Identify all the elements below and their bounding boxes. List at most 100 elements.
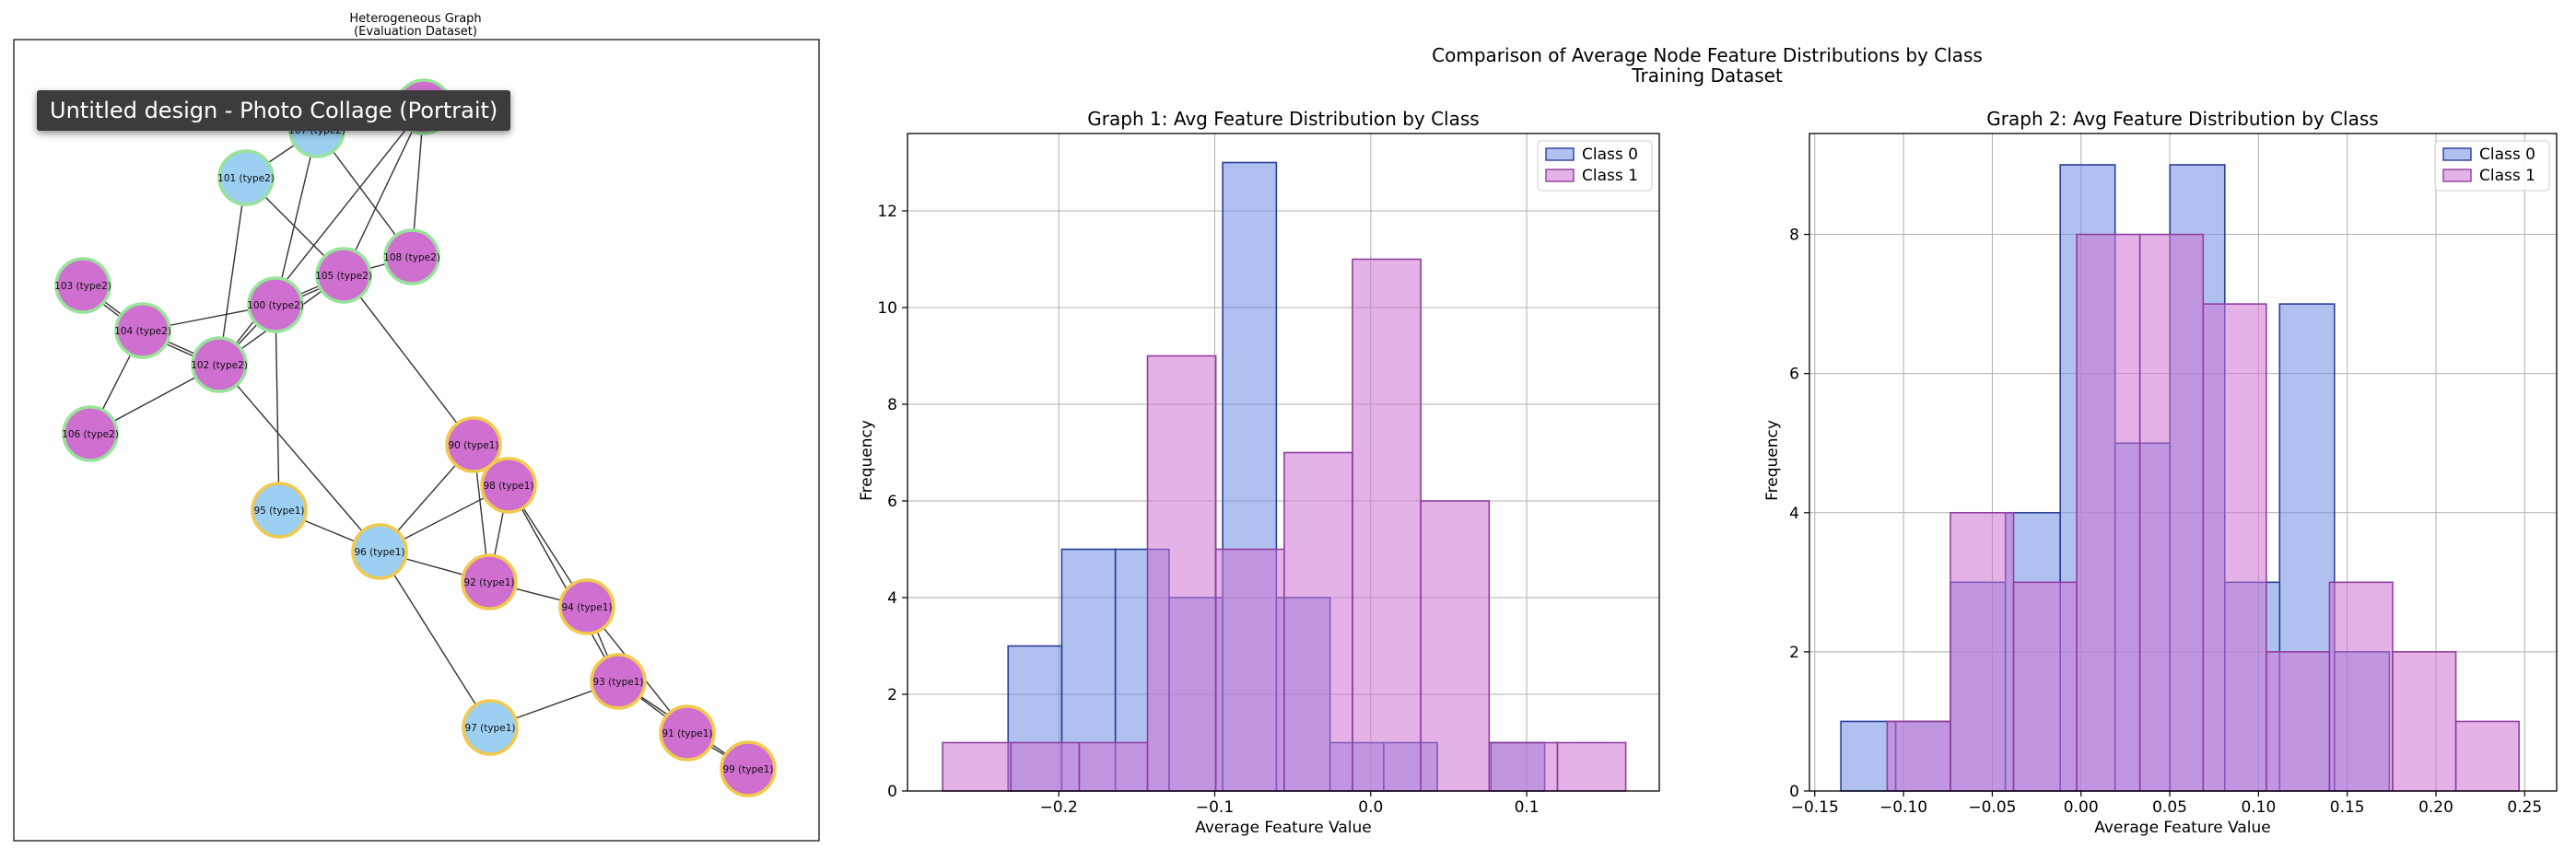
network-node-99-type1: 99 (type1) [720, 740, 777, 797]
network-nodes: 107 (type2)101 (type2)108 (type2)105 (ty… [54, 78, 777, 797]
bar-class-1-6 [2266, 651, 2331, 792]
y-tick-label: 4 [1789, 505, 1799, 523]
histogram-2-title: Graph 2: Avg Feature Distribution by Cla… [1986, 108, 2378, 130]
network-node-circle [247, 276, 304, 333]
network-node-101-type2: 101 (type2) [217, 149, 275, 206]
window-title-tooltip: Untitled design - Photo Collage (Portrai… [37, 90, 511, 131]
network-edge-107-type2-100-type2 [275, 129, 318, 306]
network-title-line-2: (Evaluation Dataset) [354, 25, 477, 39]
bar-class-1-3 [2076, 233, 2141, 792]
network-node-label: 93 (type1) [592, 677, 643, 688]
network-node-circle [191, 336, 248, 393]
network-node-label: 92 (type1) [463, 577, 514, 588]
x-tick-label: 0.00 [2064, 798, 2099, 817]
x-tick-label: −0.1 [1196, 798, 1234, 817]
network-edge-100-type2-95-type1 [275, 304, 280, 511]
histogram-1-ylabel: Frequency [858, 420, 876, 501]
network-edge-101-type2-102-type2 [218, 177, 247, 366]
network-edge-105-type2-90-type1 [343, 274, 474, 446]
x-tick-label: −0.2 [1040, 798, 1078, 817]
bar-class-1-8 [1488, 741, 1559, 792]
network-node-label: 99 (type1) [722, 764, 773, 775]
bar-class-1-3 [1146, 355, 1217, 792]
network-node-circle [217, 149, 275, 206]
network-node-label: 96 (type1) [354, 547, 404, 558]
bar-class-1-1 [1950, 511, 2015, 792]
bar-class-1-8 [2392, 651, 2457, 792]
network-node-100-type2: 100 (type2) [247, 276, 304, 333]
network-node-label: 101 (type2) [217, 173, 275, 184]
network-node-label: 95 (type1) [253, 506, 304, 517]
network-node-104-type2: 104 (type2) [114, 302, 171, 359]
axes-frame [1809, 133, 2558, 792]
bar-class-1-2 [2012, 581, 2078, 792]
bar-class-1-6 [1352, 258, 1422, 792]
histogram-1-title: Graph 1: Avg Feature Distribution by Cla… [1087, 108, 1479, 130]
legend-label-class-1: Class 1 [1582, 167, 1638, 185]
bar-class-1-4 [2138, 233, 2205, 792]
y-tick-label: 2 [1789, 644, 1799, 662]
y-tick-label: 8 [887, 396, 897, 414]
network-node-circle [462, 699, 519, 756]
network-title-line-1: Heterogeneous Graph [349, 12, 481, 26]
network-node-circle [659, 704, 716, 762]
bar-class-1-0 [942, 741, 1013, 792]
y-tick-label: 2 [887, 686, 897, 704]
y-tick-label: 4 [887, 589, 897, 608]
x-tick-label: 0.20 [2418, 798, 2453, 817]
network-node-94-type1: 94 (type1) [558, 578, 615, 635]
network-node-90-type1: 90 (type1) [445, 416, 502, 473]
histogram-graph-2: Graph 2: Avg Feature Distribution by Cla… [1763, 108, 2558, 837]
histogram-graph-1: Graph 1: Avg Feature Distribution by Cla… [858, 108, 1660, 837]
network-node-label: 91 (type1) [662, 728, 712, 739]
network-node-label: 106 (type2) [62, 429, 119, 440]
legend-swatch-class-0 [1545, 147, 1575, 161]
network-node-label: 108 (type2) [383, 252, 440, 263]
y-tick-label: 0 [1789, 783, 1799, 801]
network-node-102-type2: 102 (type2) [191, 336, 248, 393]
network-node-label: 100 (type2) [247, 300, 304, 311]
network-frame [13, 39, 820, 842]
network-node-95-type1: 95 (type1) [251, 482, 308, 539]
network-node-label: 97 (type1) [464, 723, 515, 734]
network-edge-109-105-type2 [343, 106, 425, 276]
network-panel: Heterogeneous Graph (Evaluation Dataset)… [13, 12, 820, 842]
x-tick-label: 0.05 [2152, 798, 2187, 817]
network-node-circle [54, 257, 111, 314]
network-node-label: 98 (type1) [483, 481, 533, 492]
network-node-105-type2: 105 (type2) [315, 247, 372, 304]
network-node-circle [590, 653, 647, 710]
network-node-circle [558, 578, 615, 635]
bar-class-1-7 [2328, 581, 2394, 792]
bar-class-1-7 [1420, 500, 1491, 792]
legend-swatch-class-0 [2442, 147, 2472, 161]
network-node-103-type2: 103 (type2) [54, 257, 111, 314]
network-node-91-type1: 91 (type1) [659, 704, 716, 762]
bar-class-1-5 [1283, 451, 1353, 792]
legend-label-class-1: Class 1 [2479, 167, 2535, 185]
x-tick-label: 0.1 [1515, 798, 1540, 817]
x-tick-label: 0.10 [2241, 798, 2276, 817]
network-node-circle [251, 482, 308, 539]
network-node-98-type1: 98 (type1) [480, 457, 537, 514]
y-tick-label: 8 [1789, 227, 1799, 245]
y-tick-label: 6 [1789, 366, 1799, 384]
histogram-2-xlabel: Average Feature Value [2094, 819, 2271, 837]
x-tick-label: −0.05 [1968, 798, 2016, 817]
network-node-circle [445, 416, 502, 473]
network-node-circle [62, 405, 119, 462]
histogram-1-xlabel: Average Feature Value [1195, 819, 1372, 837]
network-node-circle [720, 740, 777, 797]
network-node-label: 94 (type1) [561, 602, 612, 613]
network-node-106-type2: 106 (type2) [62, 405, 119, 462]
y-tick-label: 0 [887, 783, 897, 801]
x-tick-label: 0.0 [1358, 798, 1383, 817]
legend-swatch-class-1 [2442, 169, 2472, 182]
bar-class-1-9 [1556, 741, 1627, 792]
network-node-circle [383, 228, 440, 285]
axes-frame [907, 133, 1660, 792]
legend: Class 0 Class 1 [1537, 140, 1653, 192]
network-node-circle [480, 457, 537, 514]
network-node-97-type1: 97 (type1) [462, 699, 519, 756]
